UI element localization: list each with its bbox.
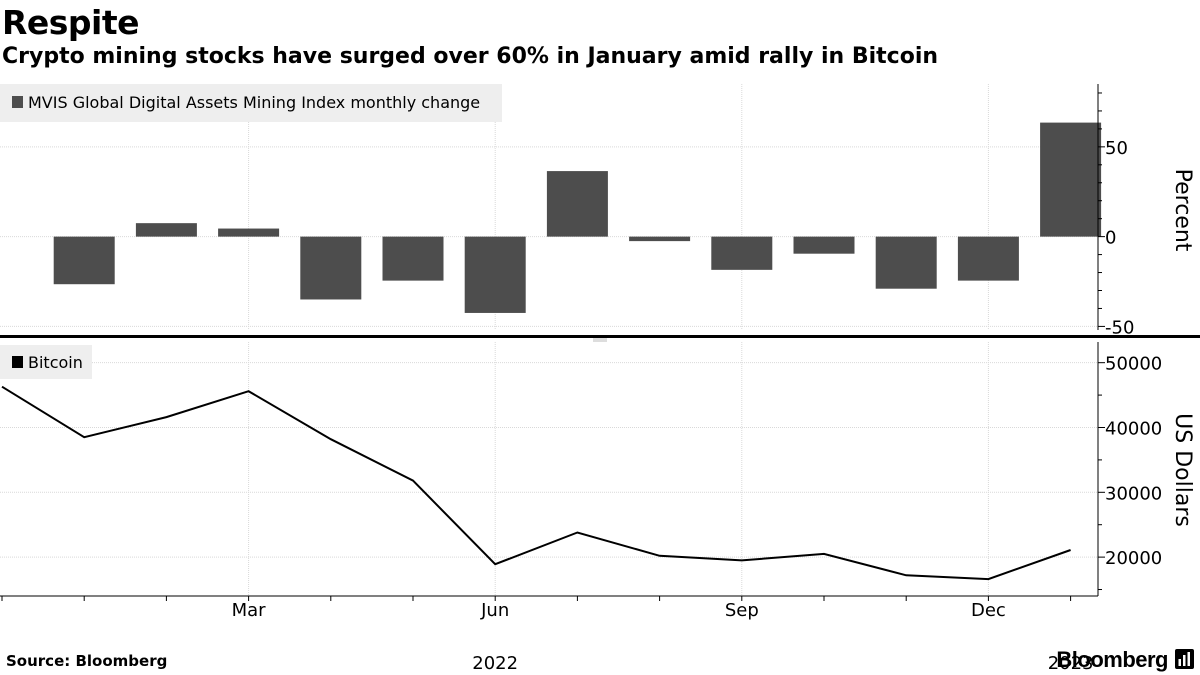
y-tick-label: 20000 — [1105, 548, 1162, 569]
legend-label: MVIS Global Digital Assets Mining Index … — [28, 93, 480, 112]
bar-2022-03 — [218, 228, 280, 237]
y-tick-label: 0 — [1105, 228, 1116, 249]
bar-2022-04 — [300, 236, 362, 300]
y-tick-label: 50000 — [1105, 354, 1162, 375]
x-tick-label: Dec — [971, 600, 1006, 621]
x-tick-label: Sep — [725, 600, 759, 621]
legend-mining-index: MVIS Global Digital Assets Mining Index … — [0, 84, 502, 122]
bar-2022-10 — [793, 236, 855, 254]
legend-swatch — [12, 96, 23, 108]
y-tick-label: 30000 — [1105, 483, 1162, 504]
bar-2022-11 — [875, 236, 937, 289]
bitcoin-line — [1, 385, 1071, 581]
bloomberg-terminal-icon — [1175, 649, 1194, 669]
bar-2022-06 — [464, 236, 526, 313]
bar-2022-05 — [382, 236, 444, 281]
legend-background — [0, 84, 502, 122]
bar-2022-07 — [546, 171, 608, 237]
source-note: Source: Bloomberg — [6, 652, 168, 670]
y-axis-title: US Dollars — [1170, 413, 1195, 527]
legend-label: Bitcoin — [28, 353, 83, 372]
x-year-label: 2022 — [472, 653, 518, 674]
x-year-label: 2023 — [1048, 653, 1094, 674]
chart-subtitle: Crypto mining stocks have surged over 60… — [2, 44, 939, 69]
y-tick-label: 40000 — [1105, 418, 1162, 439]
bar-2022-01 — [53, 236, 115, 285]
bar-2023-01 — [1040, 122, 1102, 237]
y-tick-label: -50 — [1105, 317, 1134, 338]
x-tick-label: Mar — [232, 600, 267, 621]
x-tick-label: Jun — [480, 600, 509, 621]
bar-2022-12 — [957, 236, 1019, 281]
bar-2022-02 — [135, 223, 197, 237]
brand-logo: Bloomberg — [1056, 647, 1168, 672]
y-axis-title: Percent — [1170, 169, 1195, 252]
legend-swatch — [12, 356, 23, 368]
y-tick-label: 50 — [1105, 138, 1128, 159]
bar-2022-08 — [629, 236, 691, 242]
bar-2022-09 — [711, 236, 773, 270]
chart-title: Respite — [2, 3, 140, 42]
legend-bitcoin: Bitcoin — [0, 345, 92, 379]
